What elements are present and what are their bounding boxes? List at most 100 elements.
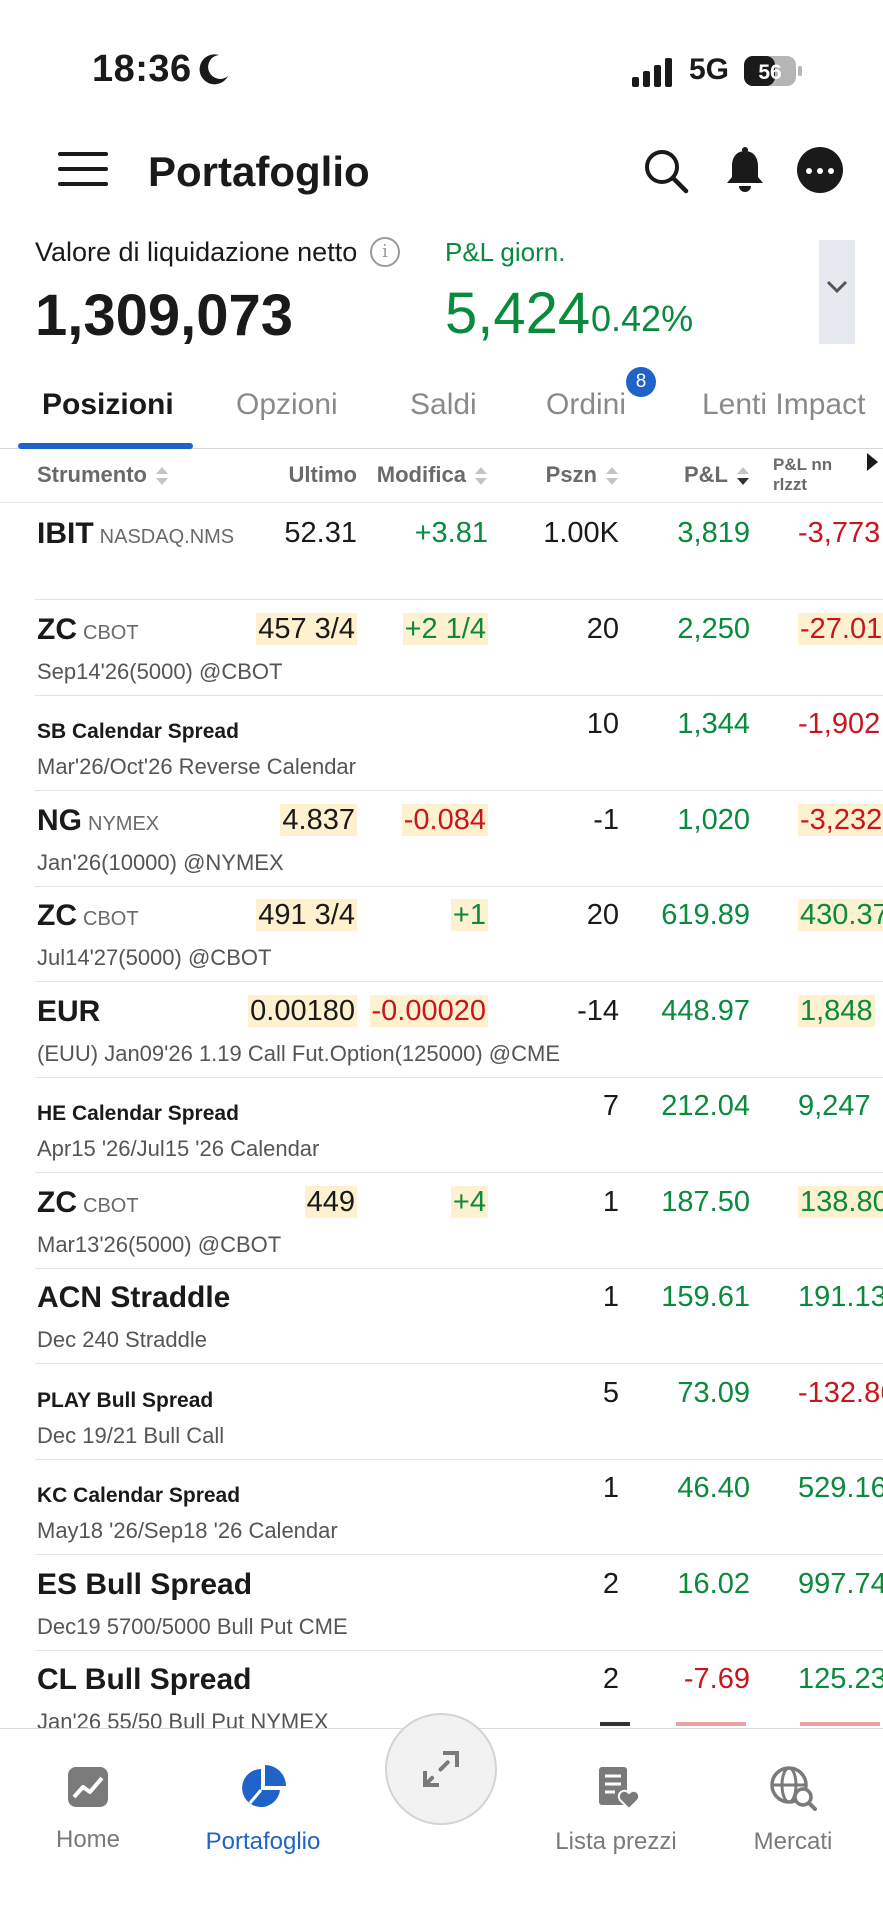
row-divider: [35, 1267, 883, 1269]
watchlist-icon: [599, 1767, 641, 1811]
row-divider: [35, 599, 883, 600]
chevron-down-icon: [826, 280, 848, 294]
menu-button[interactable]: [58, 152, 108, 192]
symbol-text: CL Bull Spread: [37, 1663, 252, 1696]
moon-icon: [199, 54, 228, 85]
tab-positions[interactable]: Posizioni: [42, 388, 174, 421]
col-change-label: Modifica: [376, 462, 466, 487]
instrument-description: May18 '26/Sep18 '26 Calendar: [37, 1518, 338, 1543]
last-price: 449: [304, 1185, 357, 1218]
tab-impact-lens[interactable]: Lenti Impact: [702, 388, 866, 421]
sort-desc-icon: [737, 467, 749, 486]
nav-markets-label: Mercati: [753, 1828, 833, 1855]
exchange-text: CBOT: [83, 908, 139, 930]
instrument-symbol: ZC CBOT: [37, 1186, 139, 1220]
instrument-symbol: CL Bull Spread: [37, 1663, 251, 1697]
pnl-value: 16.02: [677, 1567, 750, 1600]
position-qty: -14: [577, 994, 619, 1027]
position-row[interactable]: ZC CBOT Mar13'26(5000) @CBOT 449 +4 1 187.50 13…: [0, 1174, 883, 1269]
instrument-description: Mar'26/Oct'26 Reverse Calendar: [37, 754, 356, 779]
position-row[interactable]: ES Bull Spread Dec19 5700/5000 Bull Put C…: [0, 1556, 883, 1651]
unrealized-pnl-value: 9,247: [798, 1090, 871, 1122]
position-row[interactable]: EUR (EUU) Jan09'26 1.19 Call Fut.Option(1…: [0, 983, 883, 1078]
position-row[interactable]: KC Calendar Spread May18 '26/Sep18 '26 Ca…: [0, 1460, 883, 1555]
symbol-text: SB Calendar Spread: [37, 720, 239, 743]
col-unrealized-pnl[interactable]: P&L nn rlzzt: [773, 455, 832, 495]
instrument-description: Dec19 5700/5000 Bull Put CME: [37, 1613, 348, 1639]
position-row[interactable]: NG NYMEX Jan'26(10000) @NYMEX 4.837 -0.084 -1…: [0, 792, 883, 887]
nav-home-label: Home: [55, 1826, 121, 1853]
row-divider: [35, 694, 883, 696]
tab-bar: Posizioni Opzioni Saldi Ordini Lenti Imp…: [0, 382, 883, 449]
net-liquidation-value: 1,309,073: [35, 283, 294, 348]
battery-icon: 56: [744, 56, 802, 86]
instrument-symbol: HE Calendar Spread: [37, 1102, 239, 1126]
pnl-value: 1,020: [677, 803, 750, 836]
position-row[interactable]: HE Calendar Spread Apr15 '26/Jul15 '26 Ca…: [0, 1078, 883, 1173]
instrument-symbol: PLAY Bull Spread: [37, 1389, 213, 1413]
col-position[interactable]: Pszn: [546, 462, 619, 488]
position-qty: 1: [602, 1281, 619, 1313]
symbol-text: ZC: [37, 1185, 77, 1219]
tab-orders[interactable]: Ordini: [546, 388, 627, 421]
nav-home[interactable]: Home: [18, 1765, 158, 1854]
exchange-text: NYMEX: [88, 812, 160, 835]
more-icon[interactable]: [797, 147, 843, 193]
unrealized-pnl-value: -3,773: [798, 517, 881, 549]
last-price: 0.00180: [248, 994, 357, 1027]
instrument-symbol: ZC CBOT: [37, 613, 139, 647]
instrument-description: Dec 19/21 Bull Call: [37, 1422, 225, 1448]
col-instrument[interactable]: Strumento: [37, 462, 169, 488]
change-value: -0.00020: [369, 994, 488, 1027]
position-row[interactable]: ACN Straddle Dec 240 Straddle 1 159.61 191.1…: [0, 1269, 883, 1364]
pnl-value: 2,250: [677, 612, 750, 645]
tab-options[interactable]: Opzioni: [236, 388, 338, 421]
info-icon[interactable]: i: [370, 237, 400, 267]
unrealized-pnl-value: 529.16: [798, 1472, 883, 1504]
scroll-right-icon[interactable]: [867, 453, 878, 471]
col-change[interactable]: Modifica: [377, 462, 488, 488]
active-tab-indicator: [18, 443, 193, 449]
row-divider: [35, 1458, 883, 1460]
position-row[interactable]: ZC CBOT Jul14'27(5000) @CBOT 491 3/4 +1 20 619…: [0, 887, 883, 982]
divider: [0, 502, 883, 503]
change-value: +4: [450, 1185, 488, 1218]
nav-portfolio-label: Portafoglio: [205, 1828, 321, 1855]
pnl-value: -7.69: [683, 1663, 750, 1695]
expand-summary-button[interactable]: [819, 240, 855, 344]
search-icon[interactable]: [643, 148, 689, 194]
col-unrealized-label-2: rlzzt: [773, 475, 807, 494]
unrealized-pnl-value: 1,848: [798, 994, 875, 1027]
tab-balances[interactable]: Saldi: [410, 388, 477, 421]
position-row[interactable]: ZC CBOT Sep14'26(5000) @CBOT 457 3/4 +2 1/4 2…: [0, 601, 883, 696]
row-divider: [35, 1554, 883, 1555]
unrealized-pnl-value: 138.80: [798, 1185, 883, 1218]
orders-count-badge: 8: [626, 367, 656, 397]
nav-markets[interactable]: Mercati: [723, 1765, 863, 1856]
unrealized-pnl-value: -27.01: [798, 612, 883, 645]
position-row[interactable]: SB Calendar Spread Mar'26/Oct'26 Reverse …: [0, 696, 883, 791]
bell-icon[interactable]: [723, 147, 767, 195]
row-divider: [35, 1076, 883, 1078]
signal-icon: [632, 58, 672, 87]
pnl-value: 212.04: [661, 1090, 750, 1122]
col-pnl[interactable]: P&L: [684, 462, 750, 488]
expand-arrows-icon: [423, 1751, 459, 1787]
col-last[interactable]: Ultimo: [288, 462, 357, 487]
trade-button[interactable]: [385, 1713, 497, 1825]
nav-portfolio[interactable]: Portafoglio: [193, 1765, 333, 1856]
pnl-value: 73.09: [677, 1376, 750, 1409]
instrument-description: Jan'26(10000) @NYMEX: [37, 849, 284, 875]
position-row[interactable]: PLAY Bull Spread Dec 19/21 Bull Call 5 73.0…: [0, 1365, 883, 1460]
last-price: 457 3/4: [256, 612, 357, 645]
symbol-text: ES Bull Spread: [37, 1567, 253, 1601]
row-divider: [35, 1363, 883, 1364]
pie-chart-icon: [242, 1765, 286, 1807]
instrument-symbol: ACN Straddle: [37, 1281, 230, 1315]
instrument-symbol: KC Calendar Spread: [37, 1484, 240, 1508]
nav-watchlist-label: Lista prezzi: [555, 1828, 677, 1855]
position-row[interactable]: IBIT NASDAQ.NMS 52.31 +3.81 1.00K 3,819 -3,773: [0, 505, 883, 600]
row-divider: [35, 981, 883, 982]
nav-watchlist[interactable]: Lista prezzi: [546, 1765, 686, 1856]
change-value: +2 1/4: [402, 612, 488, 645]
